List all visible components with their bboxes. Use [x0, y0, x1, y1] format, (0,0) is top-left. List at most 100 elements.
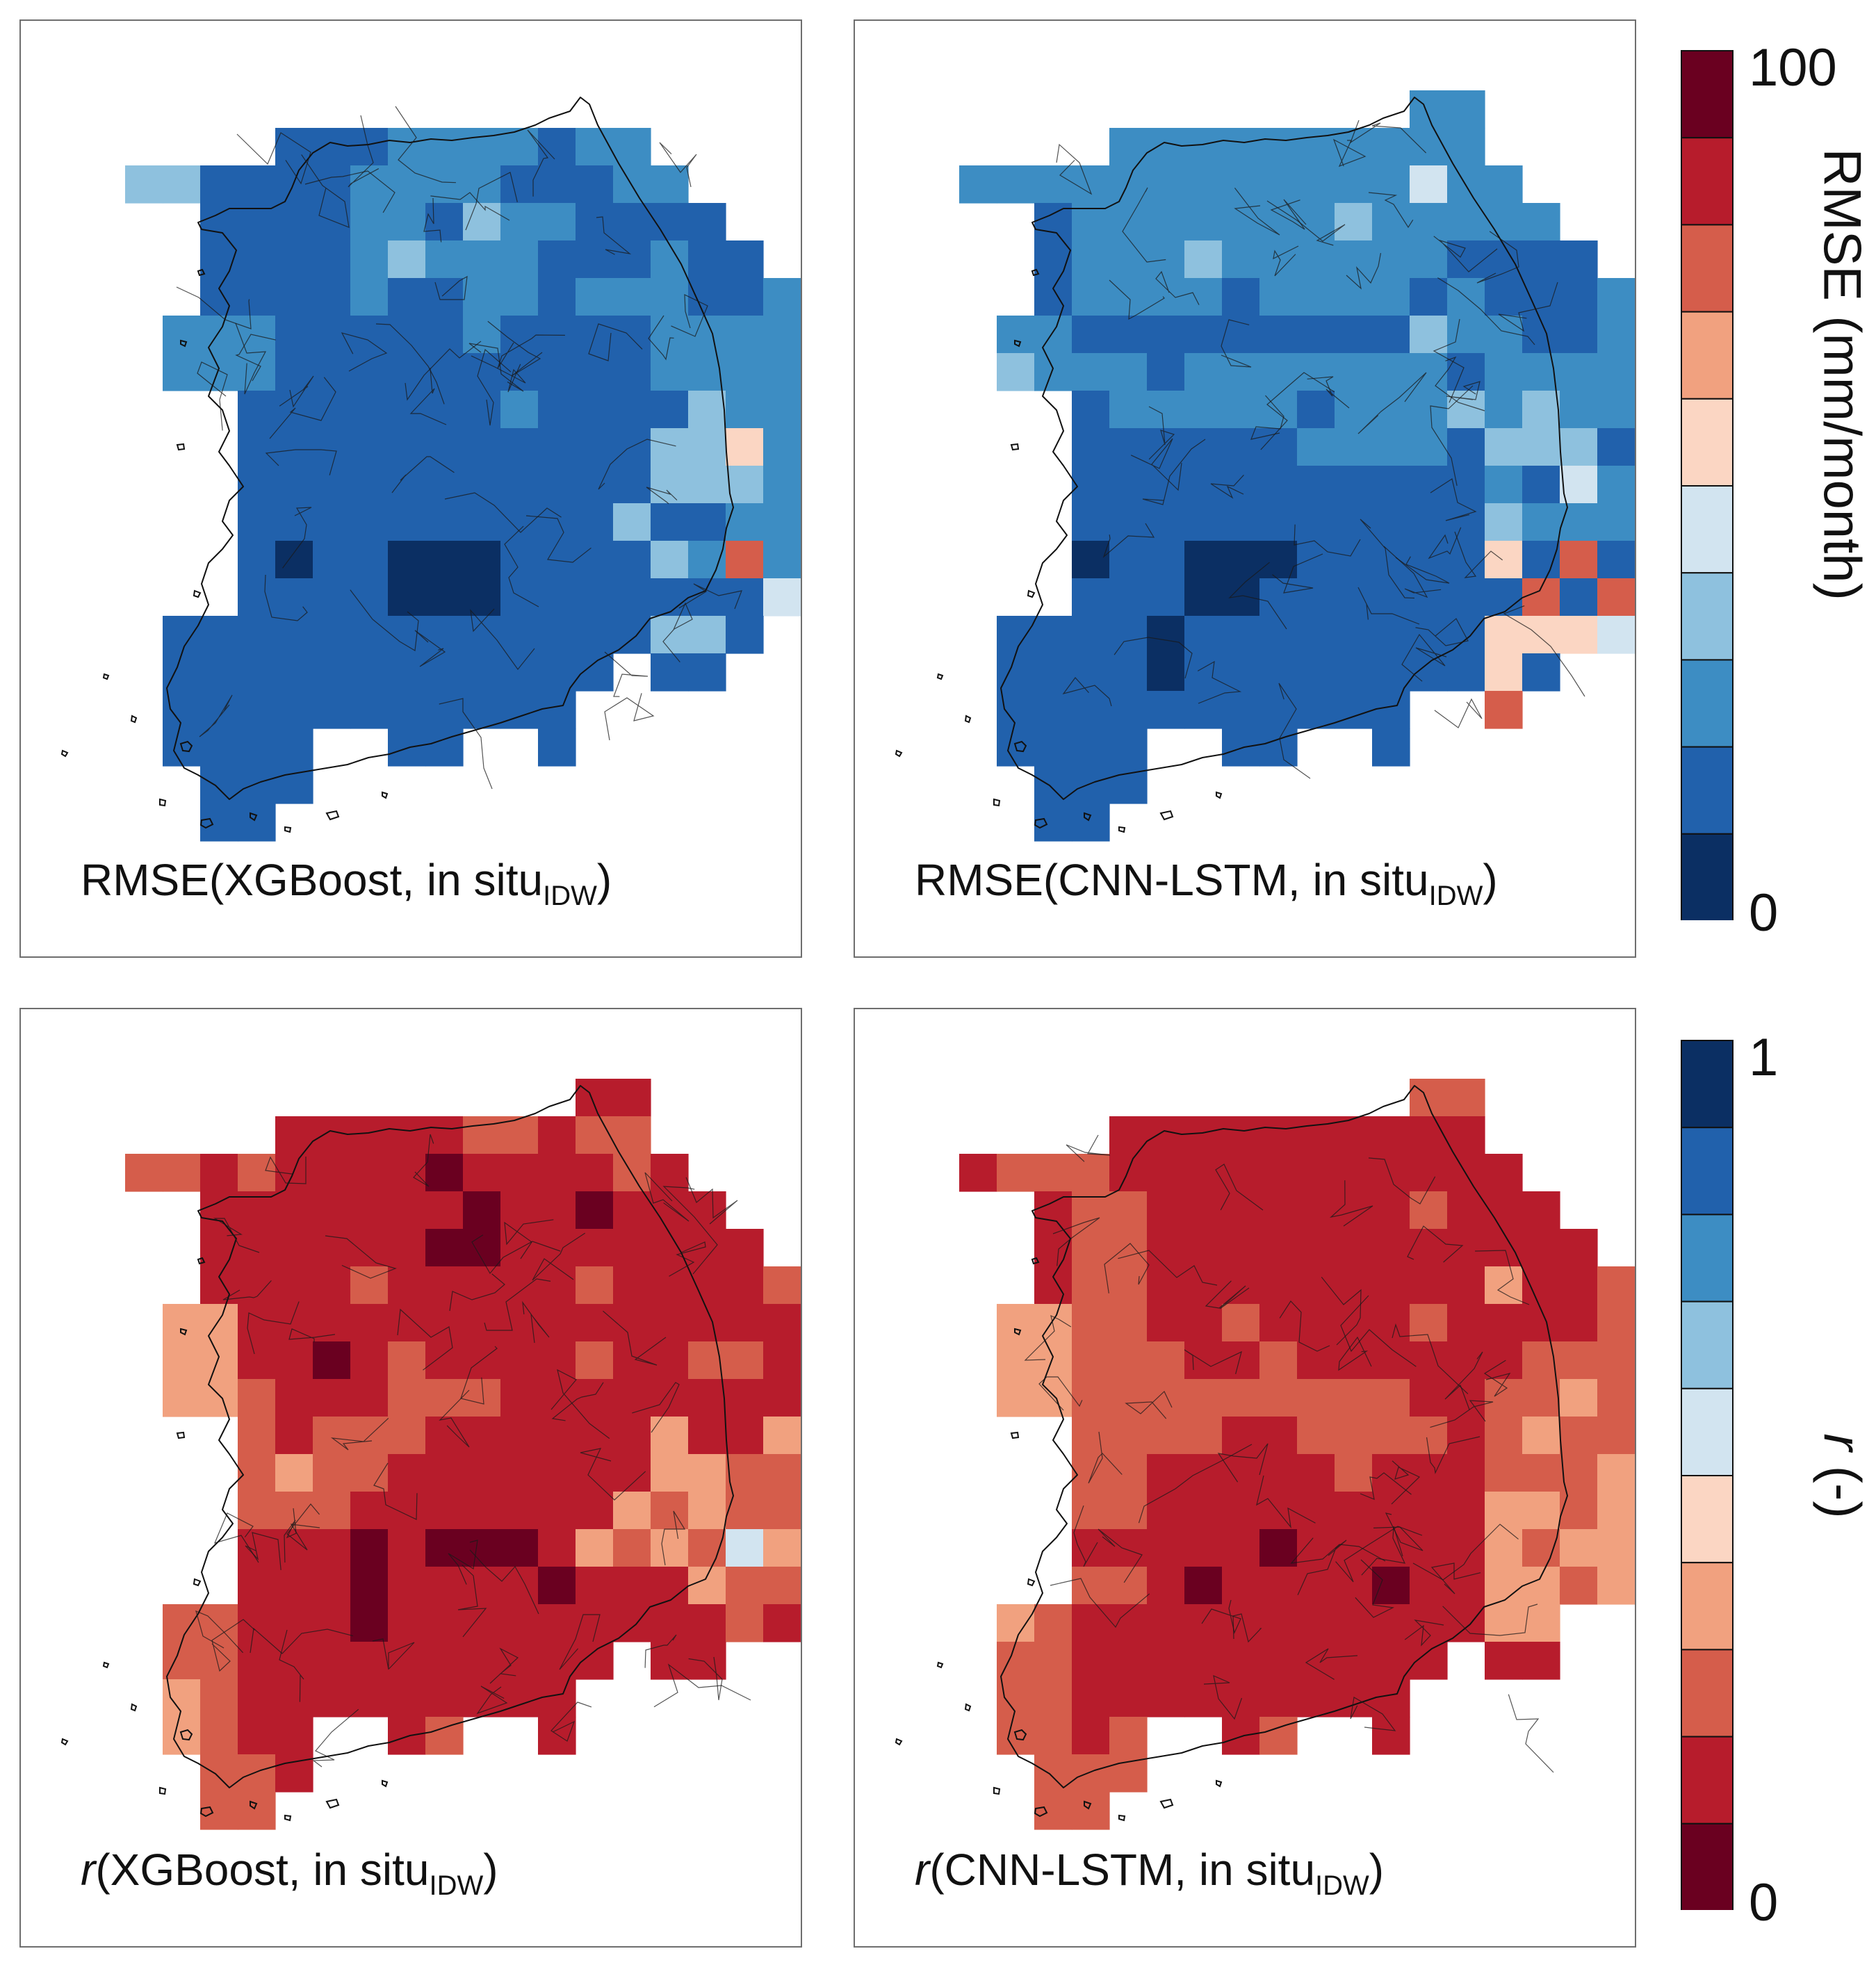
grid-cell — [1447, 240, 1485, 279]
grid-cell — [313, 541, 351, 579]
grid-cell — [1372, 203, 1410, 241]
grid-cell — [388, 1567, 426, 1605]
grid-cell — [463, 541, 501, 579]
grid-cell — [1447, 203, 1485, 241]
grid-cell — [1072, 353, 1110, 391]
grid-cell — [1447, 1191, 1485, 1230]
grid-cell — [1259, 1454, 1298, 1492]
grid-cell — [1034, 353, 1072, 391]
grid-cell — [1147, 1154, 1185, 1192]
grid-cell — [1335, 1417, 1373, 1455]
grid-cell — [350, 278, 389, 316]
island-outline — [179, 1729, 193, 1741]
grid-cell — [500, 165, 539, 204]
grid-cell — [1072, 1266, 1110, 1305]
grid-cell — [1297, 1417, 1335, 1455]
grid-cell — [538, 353, 576, 391]
grid-cell — [275, 428, 313, 466]
grid-cell — [1072, 1679, 1110, 1717]
district-boundary — [1355, 1559, 1395, 1618]
grid-cell — [1072, 165, 1110, 204]
grid-cell — [1109, 1492, 1148, 1530]
district-boundary — [1052, 1217, 1100, 1266]
grid-cell — [1485, 503, 1523, 541]
district-boundary — [397, 1308, 453, 1371]
grid-cell — [763, 1379, 801, 1417]
grid-cell — [1147, 1642, 1185, 1680]
grid-cell — [238, 1792, 276, 1830]
colorbar-segment — [1681, 398, 1734, 487]
district-boundary — [1098, 1528, 1143, 1583]
grid-cell — [1109, 1379, 1148, 1417]
district-boundary — [465, 172, 518, 231]
grid-cell — [1522, 1492, 1560, 1530]
grid-cell — [1597, 1492, 1635, 1530]
island-outline — [1013, 740, 1027, 753]
grid-cell — [1522, 1454, 1560, 1492]
grid-cell — [1034, 691, 1072, 729]
district-boundary — [449, 1273, 505, 1312]
grid-cell — [613, 503, 651, 541]
grid-cell — [726, 428, 764, 466]
grid-cell — [1597, 1304, 1635, 1342]
grid-cell — [1485, 203, 1523, 241]
grid-cell — [688, 1604, 726, 1642]
grid-cell — [425, 466, 464, 504]
grid-cell — [1109, 1154, 1148, 1192]
grid-cell — [1372, 1679, 1410, 1717]
district-boundary — [195, 1610, 244, 1654]
grid-cell — [613, 1266, 651, 1305]
grid-cell — [1184, 1229, 1223, 1267]
district-boundary — [1122, 187, 1166, 263]
grid-cell — [1335, 466, 1373, 504]
grid-cell — [576, 503, 614, 541]
grid-cell — [1335, 1529, 1373, 1567]
grid-cell — [1522, 1529, 1560, 1567]
grid-cell — [1072, 316, 1110, 354]
grid-cell — [500, 1116, 539, 1154]
grid-cell — [1372, 1154, 1410, 1192]
grid-cell — [463, 1266, 501, 1305]
colorbar-segment — [1681, 1649, 1734, 1738]
grid-cell — [651, 240, 689, 279]
district-boundary — [430, 192, 510, 221]
grid-cell — [1560, 1417, 1598, 1455]
district-boundary — [1130, 438, 1182, 491]
district-boundary — [222, 1280, 272, 1300]
island-outline — [1216, 1779, 1223, 1788]
grid-cell — [1335, 503, 1373, 541]
grid-cell — [1147, 653, 1185, 692]
grid-cell — [1372, 1191, 1410, 1230]
colorbar-r-min-label: 0 — [1749, 1873, 1779, 1932]
grid-cell — [538, 1191, 576, 1230]
district-boundary — [648, 315, 674, 361]
grid-cell — [388, 428, 426, 466]
district-boundary — [439, 1389, 470, 1448]
grid-cell — [1222, 1304, 1260, 1342]
grid-cell — [1259, 1492, 1298, 1530]
grid-cell — [651, 1304, 689, 1342]
grid-cell — [1259, 653, 1298, 692]
grid-cell — [463, 278, 501, 316]
district-boundary — [1360, 1472, 1412, 1500]
colorbar-segment — [1681, 1127, 1734, 1216]
district-boundary — [532, 1232, 586, 1281]
district-boundary — [1430, 478, 1477, 521]
grid-cell — [613, 353, 651, 391]
grid-cell — [1222, 1191, 1260, 1230]
colorbar-rmse-min-label: 0 — [1749, 883, 1779, 942]
district-boundary — [661, 1510, 686, 1566]
district-boundary — [265, 1156, 307, 1184]
grid-cell — [763, 1529, 801, 1567]
caption-subscript: IDW — [543, 881, 597, 911]
grid-cell — [275, 1191, 313, 1230]
caption-text: RMSE(XGBoost, in situ — [81, 855, 544, 905]
grid-cell — [200, 353, 238, 391]
grid-cell — [613, 428, 651, 466]
grid-cell — [1147, 1379, 1185, 1417]
grid-cell — [576, 391, 614, 429]
grid-cell — [1109, 691, 1148, 729]
island-outline — [1027, 589, 1036, 598]
grid-cell — [1147, 1417, 1185, 1455]
grid-cell — [1297, 428, 1335, 466]
